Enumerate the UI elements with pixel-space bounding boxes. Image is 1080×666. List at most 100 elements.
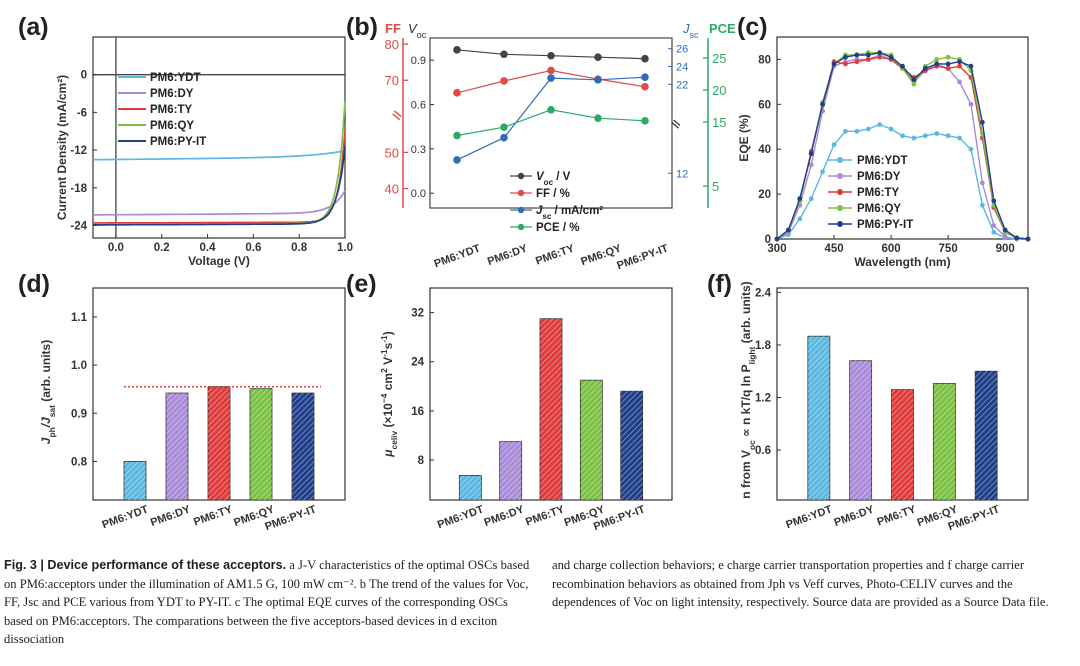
series-point-ff xyxy=(641,82,649,91)
legend-marker-voc xyxy=(517,172,525,180)
jv-curve-dy xyxy=(93,190,346,216)
eqe-point-ty xyxy=(957,63,962,69)
panel-label: (d) xyxy=(18,270,50,298)
y-tick-label: 8 xyxy=(418,455,425,467)
ff-axis-tick-label: 70 xyxy=(385,73,399,88)
x-axis-title: Wavelength (nm) xyxy=(854,255,950,269)
y-tick-label: -6 xyxy=(77,107,87,119)
eqe-point-pyit xyxy=(888,54,894,60)
y-tick-label: -18 xyxy=(70,183,87,195)
y-axis-title: EQE (%) xyxy=(737,114,751,161)
x-category-label: PM6:TY xyxy=(192,503,235,528)
y-tick-label: 0.8 xyxy=(71,456,88,468)
ff-axis-title: FF xyxy=(385,21,401,36)
bar-hatch-dy xyxy=(849,360,872,500)
eqe-point-ydt xyxy=(911,135,917,141)
y-axis-title: Current Density (mA/cm²) xyxy=(55,75,69,220)
series-point-pce xyxy=(641,116,649,125)
eqe-point-qy xyxy=(945,54,951,60)
eqe-point-ydt xyxy=(968,146,974,152)
legend-entry: Jsc / mA/cm² xyxy=(536,205,603,221)
y-tick-label: -24 xyxy=(70,220,87,232)
bar-hatch-ydt xyxy=(807,336,830,500)
eqe-point-pyit xyxy=(808,151,814,157)
legend-entry: PCE / % xyxy=(536,222,579,234)
eqe-point-pyit xyxy=(831,61,837,67)
y-tick-label: 32 xyxy=(411,308,424,320)
eqe-point-pyit xyxy=(922,66,928,71)
x-tick-label: 750 xyxy=(939,243,958,255)
legend-entry: PM6:QY xyxy=(150,120,194,132)
jv-curve-pyit xyxy=(93,147,346,226)
figure-caption-label: Fig. 3 | Device performance of these acc… xyxy=(4,558,287,572)
series-point-jsc xyxy=(453,156,461,164)
jsc-axis-title: Jsc xyxy=(682,21,699,40)
eqe-point-ty xyxy=(843,61,848,67)
panel-label: (e) xyxy=(346,270,377,298)
eqe-curve-dy xyxy=(776,54,1028,240)
x-category-label: PM6:YDT xyxy=(101,503,151,531)
series-point-jsc xyxy=(500,133,508,142)
panel-a-jv-curves: (a) 0.0 0.2 0.4 0.6 0.8 1.0 0 -6 -12 -18 -24 Voltage… xyxy=(18,13,353,268)
series-point-pce xyxy=(547,106,555,114)
voc-axis-title: Voc xyxy=(408,21,427,40)
series-point-pce xyxy=(500,123,508,131)
figure-caption-right: and charge collection behaviors; e charg… xyxy=(552,556,1072,612)
figure-caption-right-text: and charge collection behaviors; e charg… xyxy=(552,558,1049,610)
bar-hatch-pyit xyxy=(620,391,643,500)
x-category-label: PM6:TY xyxy=(524,503,567,528)
jv-curve-qy xyxy=(93,101,346,226)
plot-frame xyxy=(92,36,346,239)
eqe-point-pyit xyxy=(820,101,826,107)
jsc-axis-tick-label: 12 xyxy=(676,168,688,180)
plot-frame xyxy=(776,36,1029,240)
x-category-label: PM6:YDT xyxy=(436,503,486,531)
x-tick-label: 900 xyxy=(996,243,1015,255)
eqe-point-ydt xyxy=(797,216,803,222)
series-point-voc xyxy=(453,46,461,54)
eqe-point-ydt xyxy=(831,142,837,148)
legend-entry: PM6:TY xyxy=(857,187,900,199)
bar-hatch-dy xyxy=(166,393,188,500)
y-tick-label: 1.1 xyxy=(71,312,88,324)
eqe-point-dy xyxy=(979,180,985,186)
jsc-axis-tick-label: 24 xyxy=(676,61,688,73)
series-point-voc xyxy=(547,51,555,60)
x-tick-label: 0.8 xyxy=(291,242,308,254)
pce-axis-title: PCE xyxy=(709,21,736,36)
series-line-pce xyxy=(456,109,646,137)
x-category-label: PM6:DY xyxy=(483,503,527,529)
bar-hatch-qy xyxy=(250,388,272,500)
bar-hatch-pyit xyxy=(292,393,314,500)
jsc-axis-break: // xyxy=(670,119,683,130)
series-point-pce xyxy=(453,131,461,140)
bar-hatch-ydt xyxy=(459,475,482,500)
legend-marker-ydt xyxy=(837,157,843,163)
eqe-point-dy xyxy=(991,223,997,228)
series-point-jsc xyxy=(547,74,555,82)
series-point-voc xyxy=(500,50,508,59)
bar-hatch-ty xyxy=(891,389,914,500)
eqe-point-ydt xyxy=(900,133,905,139)
bar-hatch-qy xyxy=(580,380,603,500)
y-tick-label: 20 xyxy=(758,189,771,201)
jv-curve-ydt xyxy=(93,149,346,161)
x-category-label: PM6:DY xyxy=(833,503,877,529)
series-point-ff xyxy=(547,66,555,75)
jv-curve-ty xyxy=(93,131,346,224)
ff-axis-tick-label: 80 xyxy=(385,37,399,52)
eqe-point-pyit xyxy=(957,59,962,65)
panel-label: (a) xyxy=(18,13,49,41)
figure-canvas: (a) 0.0 0.2 0.4 0.6 0.8 1.0 0 -6 -12 -18 -24 Voltage… xyxy=(18,13,1031,533)
x-tick-label: 0.6 xyxy=(245,242,261,254)
eqe-point-ydt xyxy=(934,131,940,136)
eqe-point-ydt xyxy=(808,196,814,202)
y-tick-label: 0 xyxy=(765,234,771,246)
x-tick-label: 600 xyxy=(881,243,900,255)
eqe-point-qy xyxy=(934,57,940,62)
eqe-point-pyit xyxy=(1025,236,1031,242)
ff-axis-tick-label: 50 xyxy=(385,145,399,160)
pce-axis-tick-label: 20 xyxy=(712,83,726,98)
